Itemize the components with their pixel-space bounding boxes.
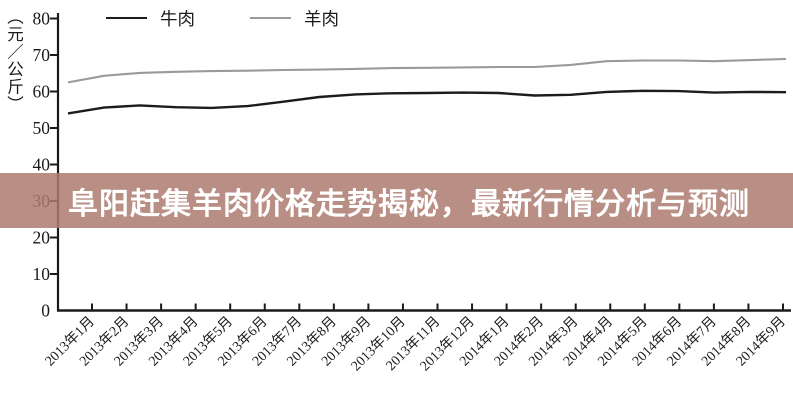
y-tick-label: 10 (33, 264, 51, 284)
legend: 牛肉 羊肉 (106, 6, 339, 30)
y-tick-label: 60 (33, 82, 51, 102)
legend-label-beef: 牛肉 (160, 8, 195, 29)
title-banner: 阜阳赶集羊肉价格走势揭秘，最新行情分析与预测 (0, 173, 793, 228)
y-tick-label: 20 (33, 228, 51, 248)
legend-line-swatch-beef (106, 17, 147, 19)
legend-line-swatch-mutton (250, 17, 291, 19)
series-line-mutton (67, 57, 787, 84)
y-tick-label: 50 (33, 118, 51, 138)
y-axis-unit-label: （元／公斤） (4, 8, 24, 113)
y-tick-label: 70 (33, 45, 51, 65)
page-title: 阜阳赶集羊肉价格走势揭秘，最新行情分析与预测 (68, 187, 750, 221)
y-tick-label: 40 (33, 155, 51, 175)
legend-label-mutton: 羊肉 (304, 8, 339, 29)
y-tick-label: 80 (33, 9, 51, 29)
series-line-beef (67, 89, 787, 115)
y-tick-label: 0 (41, 301, 50, 321)
